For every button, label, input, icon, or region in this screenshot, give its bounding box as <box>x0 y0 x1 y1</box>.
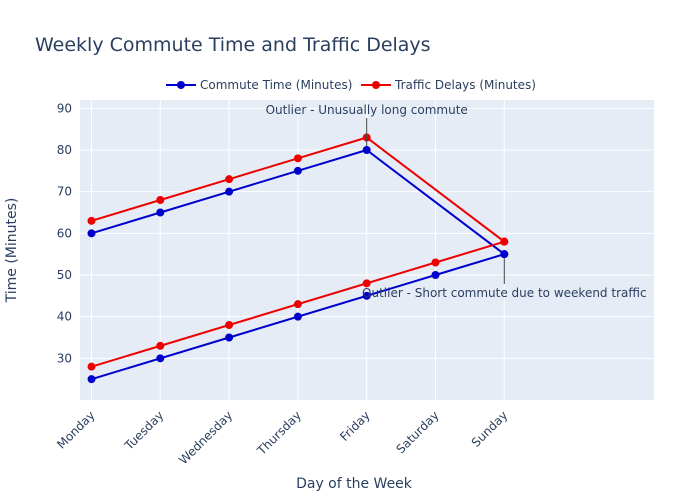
data-point <box>225 175 234 184</box>
data-point <box>156 196 165 204</box>
data-point <box>225 187 234 196</box>
data-point <box>156 208 165 217</box>
y-tick-label: 60 <box>57 226 72 240</box>
data-point <box>362 279 371 288</box>
data-point <box>431 271 440 279</box>
x-tick-label: Thursday <box>254 408 304 458</box>
grid-lines <box>80 100 654 400</box>
data-point <box>87 375 96 384</box>
x-tick-label: Friday <box>337 408 373 444</box>
legend-box <box>163 73 547 97</box>
legend-item-label: Traffic Delays (Minutes) <box>394 78 536 92</box>
data-point <box>362 146 371 154</box>
x-tick-label: Monday <box>54 408 97 451</box>
legend: Commute Time (Minutes) Traffic Delays (Mi… <box>163 73 547 97</box>
data-point <box>156 341 165 350</box>
annotation-short-commute: Outlier - Short commute due to weekend t… <box>362 286 647 300</box>
y-tick-label: 50 <box>57 268 72 282</box>
data-point <box>293 312 302 321</box>
y-tick-label: 30 <box>57 351 72 365</box>
x-tick-labels: Monday Tuesday Wednesday Thursday Friday Satu… <box>54 408 510 467</box>
x-tick-label: Saturday <box>393 408 441 456</box>
y-tick-label: 40 <box>57 310 72 324</box>
data-point <box>500 250 509 259</box>
data-point <box>293 300 302 309</box>
annotation-long-commute: Outlier - Unusually long commute <box>266 103 468 117</box>
legend-swatch-marker <box>372 81 380 89</box>
data-point <box>293 154 302 163</box>
data-point <box>225 321 234 329</box>
series-layer <box>87 133 509 384</box>
data-point <box>293 166 302 175</box>
data-point <box>87 229 96 238</box>
x-tick-label: Tuesday <box>121 408 166 453</box>
y-tick-label: 80 <box>57 143 72 157</box>
chart-title: Weekly Commute Time and Traffic Delays <box>35 34 431 56</box>
data-point <box>431 258 440 267</box>
y-tick-label: 70 <box>57 185 72 199</box>
data-point <box>225 333 234 342</box>
y-tick-labels: 30 40 50 60 70 80 90 <box>57 101 72 365</box>
x-axis-title: Day of the Week <box>296 476 413 492</box>
data-point <box>87 362 96 371</box>
data-point <box>500 237 509 246</box>
annotations: Outlier - Unusually long commute Outlier … <box>266 103 647 300</box>
legend-item-label: Commute Time (Minutes) <box>200 78 352 92</box>
data-point <box>362 291 371 300</box>
data-point <box>87 216 96 225</box>
y-tick-label: 90 <box>57 101 72 115</box>
x-tick-label: Sunday <box>469 408 511 450</box>
y-axis-title: Time (Minutes) <box>4 198 20 304</box>
legend-swatch-marker <box>177 81 185 89</box>
data-point <box>156 354 165 363</box>
x-tick-label: Wednesday <box>176 408 235 467</box>
